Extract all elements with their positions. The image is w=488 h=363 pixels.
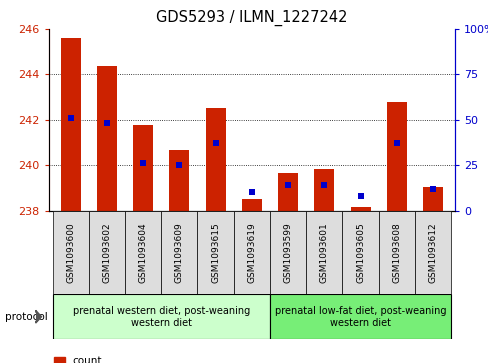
Bar [305,211,342,294]
Text: prenatal low-fat diet, post-weaning
western diet: prenatal low-fat diet, post-weaning west… [274,306,446,327]
Bar [342,211,378,294]
Text: GSM1093604: GSM1093604 [138,222,147,283]
Bar [242,199,261,211]
Bar [278,173,297,211]
Text: GSM1093609: GSM1093609 [175,222,183,283]
Text: GSM1093605: GSM1093605 [355,222,365,283]
Bar [269,211,305,294]
Text: GSM1093602: GSM1093602 [102,222,111,283]
Bar [205,109,225,211]
Bar [386,102,406,211]
Text: prenatal western diet, post-weaning
western diet: prenatal western diet, post-weaning west… [72,306,249,327]
Text: GSM1093619: GSM1093619 [247,222,256,283]
Text: GSM1093608: GSM1093608 [391,222,401,283]
Bar [52,294,269,339]
Bar [378,211,414,294]
Text: GSM1093599: GSM1093599 [283,222,292,283]
Bar [269,294,450,339]
Text: GSM1093601: GSM1093601 [319,222,328,283]
Text: GSM1093612: GSM1093612 [427,222,437,283]
Text: protocol: protocol [5,312,47,322]
Bar [161,211,197,294]
Bar [125,211,161,294]
Bar [414,211,450,294]
Text: GSM1093600: GSM1093600 [66,222,75,283]
Bar [61,38,81,211]
Bar [233,211,269,294]
Bar [52,211,89,294]
Bar [197,211,233,294]
Bar [169,150,189,211]
Text: GSM1093615: GSM1093615 [211,222,220,283]
Bar [133,126,153,211]
Legend: count, percentile rank within the sample: count, percentile rank within the sample [54,356,248,363]
Title: GDS5293 / ILMN_1227242: GDS5293 / ILMN_1227242 [156,10,347,26]
Bar [422,187,442,211]
Bar [350,207,370,211]
Bar [314,168,334,211]
Bar [97,66,117,211]
Bar [89,211,125,294]
